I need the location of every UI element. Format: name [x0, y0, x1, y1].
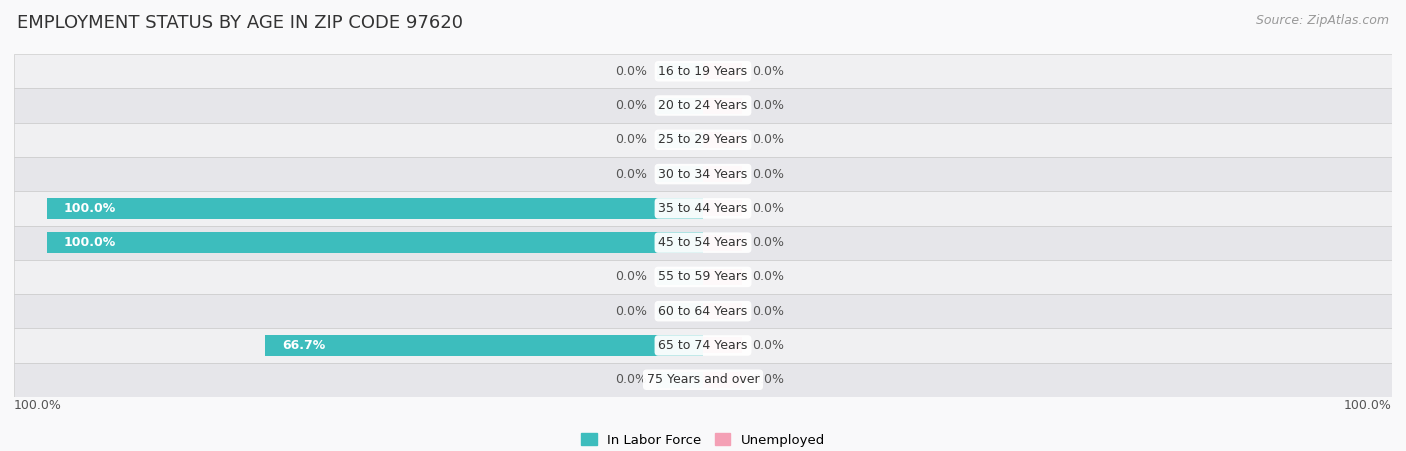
Legend: In Labor Force, Unemployed: In Labor Force, Unemployed	[575, 428, 831, 451]
Bar	[14, 226, 1392, 260]
Text: 0.0%: 0.0%	[752, 271, 785, 283]
Text: 65 to 74 Years: 65 to 74 Years	[658, 339, 748, 352]
Bar	[657, 97, 703, 114]
Bar	[14, 123, 1392, 157]
Bar	[657, 269, 703, 285]
Text: 35 to 44 Years: 35 to 44 Years	[658, 202, 748, 215]
Text: 0.0%: 0.0%	[616, 373, 647, 386]
Text: 100.0%: 100.0%	[63, 202, 115, 215]
Text: 0.0%: 0.0%	[752, 202, 785, 215]
Bar	[657, 166, 703, 182]
Text: 16 to 19 Years: 16 to 19 Years	[658, 65, 748, 78]
Bar	[703, 337, 742, 354]
Text: 100.0%: 100.0%	[63, 236, 115, 249]
Bar	[703, 97, 742, 114]
Bar	[703, 235, 742, 251]
Text: 100.0%: 100.0%	[14, 399, 62, 412]
Text: EMPLOYMENT STATUS BY AGE IN ZIP CODE 97620: EMPLOYMENT STATUS BY AGE IN ZIP CODE 976…	[17, 14, 463, 32]
Text: 75 Years and over: 75 Years and over	[647, 373, 759, 386]
Text: 0.0%: 0.0%	[616, 65, 647, 78]
Text: 0.0%: 0.0%	[616, 168, 647, 180]
Text: 0.0%: 0.0%	[752, 339, 785, 352]
Text: 20 to 24 Years: 20 to 24 Years	[658, 99, 748, 112]
Text: 0.0%: 0.0%	[752, 133, 785, 146]
Text: 30 to 34 Years: 30 to 34 Years	[658, 168, 748, 180]
Bar	[14, 260, 1392, 294]
Text: 0.0%: 0.0%	[616, 305, 647, 318]
Bar	[703, 303, 742, 319]
Bar	[266, 335, 703, 356]
Bar	[14, 294, 1392, 328]
Text: 0.0%: 0.0%	[616, 99, 647, 112]
Text: 45 to 54 Years: 45 to 54 Years	[658, 236, 748, 249]
Bar	[703, 63, 742, 79]
Bar	[14, 54, 1392, 88]
Bar	[657, 132, 703, 148]
Bar	[703, 200, 742, 216]
Bar	[657, 303, 703, 319]
Text: 0.0%: 0.0%	[752, 168, 785, 180]
Text: 0.0%: 0.0%	[752, 236, 785, 249]
Bar	[14, 363, 1392, 397]
Text: 0.0%: 0.0%	[616, 133, 647, 146]
Text: Source: ZipAtlas.com: Source: ZipAtlas.com	[1256, 14, 1389, 27]
Text: 100.0%: 100.0%	[1344, 399, 1392, 412]
Text: 60 to 64 Years: 60 to 64 Years	[658, 305, 748, 318]
Bar	[657, 372, 703, 388]
Bar	[14, 157, 1392, 191]
Bar	[703, 269, 742, 285]
Bar	[703, 372, 742, 388]
Text: 66.7%: 66.7%	[281, 339, 325, 352]
Text: 0.0%: 0.0%	[752, 305, 785, 318]
Bar	[703, 166, 742, 182]
Text: 55 to 59 Years: 55 to 59 Years	[658, 271, 748, 283]
Text: 0.0%: 0.0%	[616, 271, 647, 283]
Text: 0.0%: 0.0%	[752, 99, 785, 112]
Text: 0.0%: 0.0%	[752, 373, 785, 386]
Bar	[657, 63, 703, 79]
Bar	[46, 232, 703, 253]
Bar	[46, 198, 703, 219]
Text: 25 to 29 Years: 25 to 29 Years	[658, 133, 748, 146]
Bar	[14, 191, 1392, 226]
Text: 0.0%: 0.0%	[752, 65, 785, 78]
Bar	[14, 328, 1392, 363]
Bar	[14, 88, 1392, 123]
Bar	[703, 132, 742, 148]
